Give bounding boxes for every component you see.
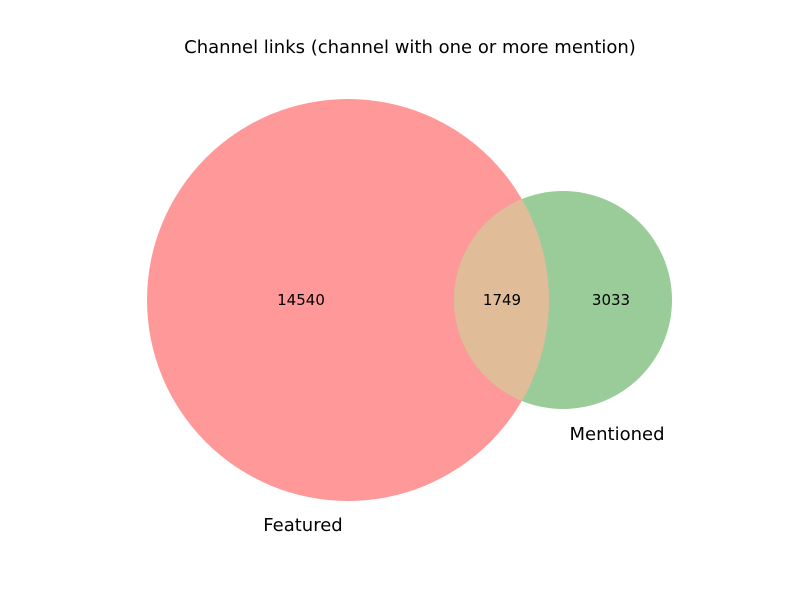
featured-set-label: Featured	[263, 515, 342, 536]
featured-only-count: 14540	[277, 291, 325, 309]
intersection-count: 1749	[483, 291, 521, 309]
featured-set-circle	[147, 99, 549, 501]
mentioned-set-label: Mentioned	[570, 424, 665, 445]
mentioned-only-count: 3033	[592, 291, 630, 309]
chart-title: Channel links (channel with one or more …	[184, 37, 636, 58]
